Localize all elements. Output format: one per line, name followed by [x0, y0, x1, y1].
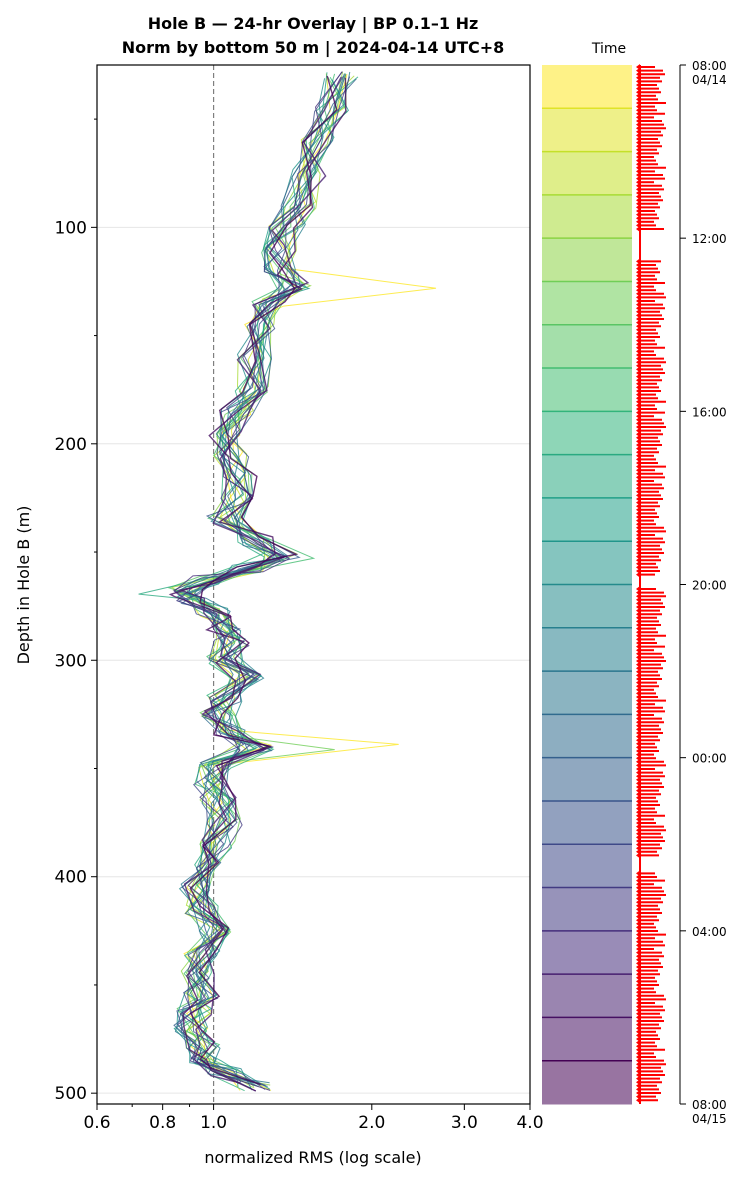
colorbar-band	[542, 757, 632, 802]
colorbar-band	[542, 411, 632, 456]
colorbar-band	[542, 541, 632, 585]
series-line	[172, 71, 343, 1086]
y-tick-label: 300	[55, 651, 87, 671]
x-axis-label: normalized RMS (log scale)	[204, 1148, 421, 1167]
x-tick-label: 1.0	[200, 1113, 227, 1133]
colorbar-band	[542, 151, 632, 196]
chart-subtitle: Norm by bottom 50 m | 2024-04-14 UTC+8	[122, 38, 505, 58]
chart-title: Hole B — 24-hr Overlay | BP 0.1–1 Hz	[148, 14, 479, 34]
y-tick-label: 400	[55, 868, 87, 888]
colorbar-tick-label: 16:00	[692, 405, 727, 419]
colorbar-band	[542, 671, 632, 715]
series-line	[168, 77, 347, 1092]
colorbar	[542, 65, 632, 1105]
series-line	[138, 76, 359, 1085]
colorbar-band	[542, 281, 632, 326]
x-tick-label: 4.0	[516, 1113, 543, 1133]
series-line	[179, 73, 336, 1089]
time-markers	[636, 64, 666, 1104]
colorbar-ticks: 08:0004/1412:0016:0020:0000:0004:0008:00…	[679, 59, 727, 1126]
grid-lines	[97, 226, 530, 1094]
colorbar-tick-label: 00:00	[692, 752, 727, 766]
y-tick-label: 500	[55, 1084, 87, 1104]
colorbar-tick-label: 04/14	[692, 73, 727, 87]
x-axis-ticks: 0.6 0.8 1.0 2.0 3.0 4.0	[83, 1104, 544, 1133]
colorbar-band	[542, 1017, 632, 1062]
colorbar-tick-label: 20:00	[692, 579, 727, 593]
colorbar-tick-label: 12:00	[692, 232, 727, 246]
x-tick-label: 3.0	[451, 1113, 478, 1133]
colorbar-band	[542, 887, 632, 932]
x-tick-label: 2.0	[358, 1113, 385, 1133]
colorbar-band	[542, 324, 632, 369]
colorbar-band	[542, 368, 632, 412]
x-tick-label: 0.8	[149, 1113, 176, 1133]
colorbar-band	[542, 497, 632, 542]
colorbar-tick-label: 04:00	[692, 925, 727, 939]
colorbar-tick-label: 08:00	[692, 1098, 727, 1112]
series-lines	[138, 71, 437, 1092]
x-tick-label: 0.6	[83, 1113, 110, 1133]
colorbar-tick-label: 08:00	[692, 59, 727, 73]
y-tick-label: 100	[55, 218, 87, 238]
colorbar-band	[542, 1060, 632, 1105]
y-tick-label: 200	[55, 435, 87, 455]
colorbar-label: Time	[591, 41, 626, 57]
colorbar-band	[542, 627, 632, 672]
series-line	[176, 76, 342, 1084]
colorbar-band	[542, 238, 632, 282]
colorbar-band	[542, 714, 632, 759]
colorbar-band	[542, 974, 632, 1018]
series-line	[189, 75, 338, 1086]
colorbar-band	[542, 454, 632, 499]
plot-frame	[96, 64, 531, 1105]
y-axis-label: Depth in Hole B (m)	[14, 506, 33, 665]
colorbar-band	[542, 844, 632, 889]
colorbar-band	[542, 584, 632, 629]
colorbar-band	[542, 930, 632, 975]
y-axis-ticks: 100 200 300 400 500	[55, 118, 97, 1104]
colorbar-band	[542, 800, 632, 845]
colorbar-band	[542, 194, 632, 239]
colorbar-band	[542, 108, 632, 153]
colorbar-band	[542, 65, 632, 109]
colorbar-tick-label: 04/15	[692, 1112, 727, 1126]
